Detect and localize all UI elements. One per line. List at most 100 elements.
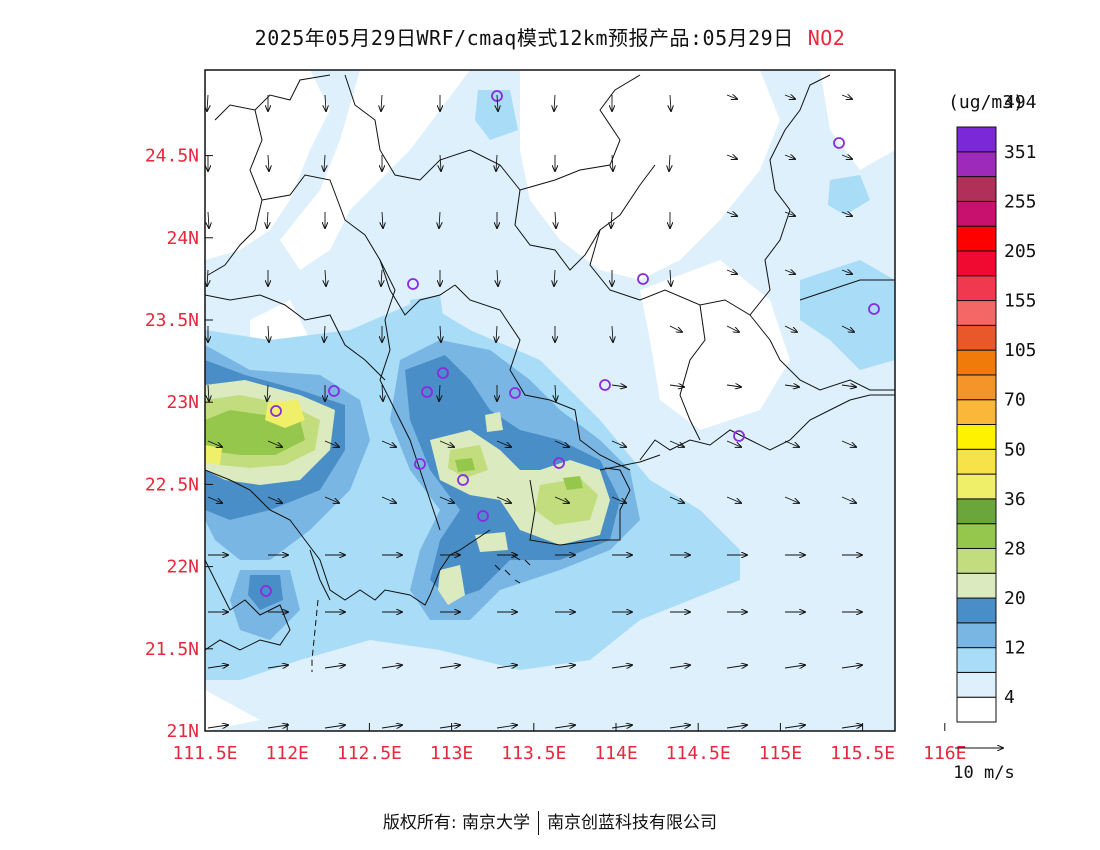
legend-swatch [956,523,997,549]
x-tick-label: 113E [430,743,473,764]
wind-arrow [267,384,268,401]
x-tick-label: 114.5E [666,743,731,764]
city-markers [260,90,880,597]
wind-arrow [554,269,555,286]
legend-swatch [956,126,997,153]
wind-arrow [555,384,556,401]
y-tick-label: 24.5N [145,146,199,167]
map-title: 2025年05月29日WRF/cmaq模式12km预报产品:05月29日 NO2 [0,22,1100,51]
wind-arrow [726,496,741,503]
wind-arrow [841,212,852,216]
legend-swatch [956,250,997,277]
wind-arrow [207,94,208,111]
company-name: 南京创蓝科技有限公司 [547,813,718,833]
legend-swatch [956,275,997,302]
wind-arrow [324,440,339,447]
wind-arrow [670,269,671,286]
wind-arrow [670,94,671,111]
title-text: 2025年05月29日WRF/cmaq模式12km预报产品:05月29日 [254,26,794,50]
wind-arrow [784,212,795,216]
wind-arrow [439,384,440,401]
plot-frame [204,69,896,732]
wind-arrow [439,440,454,447]
y-tick-label: 21N [166,721,199,742]
wind-arrow [726,440,741,447]
wind-arrow [841,665,862,668]
wind-arrow [669,325,682,332]
legend-label: 155 [1004,291,1037,312]
wind-reference: 10 m/s [953,748,1015,783]
wind-arrow [669,440,684,447]
legend-swatch [956,374,997,401]
legend-label: 28 [1004,538,1026,559]
legend-swatch [956,424,997,450]
y-tick-label: 23N [166,392,199,413]
wind-arrow [726,270,737,274]
wind-arrow [381,269,382,286]
legend-unit: (ug/m3) [948,92,1024,113]
wind-arrow [784,440,799,447]
x-tick-label: 112.5E [337,743,402,764]
x-tick-label: 114E [594,743,637,764]
wind-arrow [267,440,282,447]
pollutant-label: NO2 [807,26,846,50]
wind-arrow [612,154,613,171]
wind-arrow [267,496,282,503]
footer-divider [538,811,540,835]
wind-arrow [784,325,797,332]
wind-arrow [554,440,569,447]
legend-swatch [956,349,997,376]
wind-arrow [554,725,575,728]
wind-arrow [841,440,856,447]
wind-arrow [325,269,326,286]
wind-arrow [726,212,737,216]
wind-arrow [207,269,208,286]
legend-swatch [956,498,997,525]
y-axis: 21N 21.5N 22N 22.5N 23N 23.5N 24N 24.5N [145,146,213,742]
wind-arrow [611,385,626,387]
wind-arrow [207,725,228,728]
wind-arrow [726,155,737,159]
wind-arrow [208,211,209,228]
wind-arrow [496,154,497,171]
wind-arrow [611,665,632,668]
legend-label: 50 [1004,439,1026,460]
legend-swatch [956,597,997,624]
wind-arrow [726,385,741,387]
wind-arrow [496,325,497,342]
wind-arrow [496,725,517,728]
wind-arrow [726,725,747,728]
wind-arrow [726,325,739,332]
wind-arrow [784,385,799,387]
y-tick-label: 21.5N [145,639,199,660]
copyright-text: 版权所有: 南京大学 [382,813,531,833]
wind-arrow [841,270,852,274]
wind-arrow [439,211,440,228]
x-tick-label: 112E [266,743,309,764]
wind-arrow [726,95,737,99]
wind-arrow [555,211,556,228]
wind-arrow [784,496,799,503]
legend-label: 494 [1004,92,1037,113]
wind-arrow [726,665,747,668]
wind-vectors [207,95,862,728]
x-tick-label: 113.5E [501,743,566,764]
wind-arrow [439,496,454,503]
wind-arrow [207,440,222,447]
wind-arrow [324,496,339,503]
wind-arrow [440,154,441,171]
legend-swatch [956,176,997,202]
wind-arrow [207,665,228,668]
legend-label: 36 [1004,489,1026,510]
concentration-field [205,70,895,731]
legend-swatch [956,225,997,252]
legend-swatch [956,622,997,649]
y-tick-label: 24N [166,228,199,249]
legend-swatch [956,647,997,673]
wind-arrow [496,665,517,668]
x-tick-label: 116E [923,743,966,764]
legend-swatch [956,696,997,723]
wind-arrow [554,665,575,668]
legend-labels: 4 12 20 28 36 50 70 105 155 205 255 351 494 [1004,92,1037,708]
wind-arrow [841,155,852,159]
